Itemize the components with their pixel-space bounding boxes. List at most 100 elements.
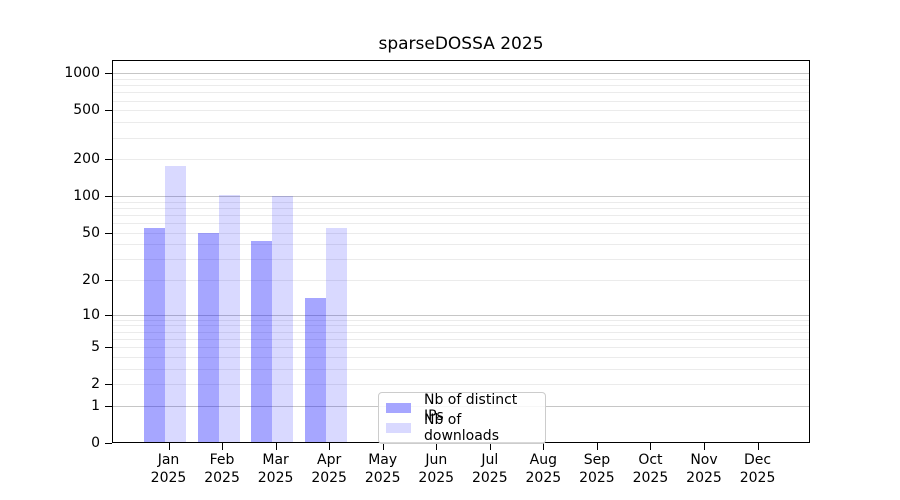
x-tick-year: 2025 <box>686 469 722 486</box>
x-tick-month: Feb <box>209 452 235 468</box>
x-tick-year: 2025 <box>150 469 187 486</box>
x-tick-year: 2025 <box>579 469 615 486</box>
bar-nb-of-downloads-feb <box>218 194 240 443</box>
x-tick-month: Nov <box>690 452 718 468</box>
y-tick-mark <box>105 347 112 349</box>
gridline-minor <box>112 319 810 321</box>
y-tick-label: 500 <box>73 102 100 119</box>
legend: Nb of distinct IPs Nb of downloads <box>378 392 546 444</box>
x-tick-month: Dec <box>744 452 772 468</box>
gridline-minor <box>112 325 810 327</box>
gridline-minor <box>112 356 810 358</box>
y-tick-mark <box>105 314 112 316</box>
x-tick-month: Jan <box>157 452 180 468</box>
y-tick-label: 0 <box>91 435 100 451</box>
x-tick-year: 2025 <box>418 469 455 486</box>
x-tick-year: 2025 <box>632 469 669 486</box>
x-tick-label: Nov 2025 <box>672 452 736 487</box>
y-tick-mark <box>105 196 112 198</box>
gridline-minor <box>112 280 810 282</box>
x-tick-mark <box>329 443 331 450</box>
gridline-minor <box>112 368 810 370</box>
x-tick-mark <box>436 443 438 450</box>
gridline-minor <box>112 331 810 333</box>
x-tick-mark <box>757 443 759 450</box>
x-tick-mark <box>596 443 598 450</box>
bar-nb-of-distinct-ips-mar <box>251 240 273 443</box>
gridline-minor <box>112 338 810 340</box>
x-tick-month: Aug <box>529 452 558 468</box>
x-tick-mark <box>543 443 545 450</box>
gridline-minor <box>112 100 810 102</box>
x-tick-mark <box>650 443 652 450</box>
x-tick-label: Jun 2025 <box>404 452 468 487</box>
y-tick-mark <box>105 443 112 444</box>
x-tick-mark <box>168 443 170 450</box>
gridline-minor <box>112 201 810 203</box>
bar-nb-of-downloads-mar <box>272 196 294 443</box>
axes-frame <box>112 60 810 443</box>
x-tick-month: Oct <box>638 452 663 468</box>
legend-label-downloads: Nb of downloads <box>424 412 499 444</box>
x-tick-mark <box>489 443 491 450</box>
legend-swatch-downloads <box>386 423 411 433</box>
x-tick-mark <box>275 443 277 450</box>
gridline-minor <box>112 244 810 246</box>
x-tick-mark <box>704 443 705 450</box>
bar-nb-of-distinct-ips-apr <box>304 298 326 443</box>
legend-label-distinct-ips: Nb of distinct IPs <box>424 392 518 424</box>
x-tick-year: 2025 <box>739 469 776 486</box>
chart-title: sparseDOSSA 2025 <box>378 34 544 54</box>
x-tick-label: Jan 2025 <box>137 452 201 487</box>
gridline-major <box>112 314 810 316</box>
gridline-minor <box>112 207 810 209</box>
y-tick-mark <box>105 405 112 407</box>
y-tick-label: 20 <box>82 272 100 289</box>
gridline-minor <box>112 223 810 225</box>
y-tick-label: 1000 <box>64 65 100 82</box>
y-tick-mark <box>105 232 112 234</box>
x-tick-label: Mar 2025 <box>244 452 308 487</box>
bar-nb-of-downloads-jan <box>165 166 186 443</box>
y-tick-mark <box>105 280 112 282</box>
x-tick-year: 2025 <box>471 469 508 486</box>
legend-item-downloads: Nb of downloads <box>386 412 537 444</box>
gridline-minor <box>112 347 810 349</box>
gridline-minor <box>112 259 810 261</box>
x-tick-label: Feb 2025 <box>190 452 254 487</box>
y-tick-label: 10 <box>82 306 100 323</box>
y-tick-mark <box>105 110 112 112</box>
x-tick-label: Apr 2025 <box>297 452 361 487</box>
x-tick-month: Mar <box>262 452 289 468</box>
x-tick-month: May <box>368 452 398 468</box>
bar-nb-of-downloads-apr <box>325 227 347 443</box>
x-tick-label: May 2025 <box>351 452 415 487</box>
gridline-minor <box>112 214 810 216</box>
x-tick-month: Jun <box>425 452 448 468</box>
gridline-minor <box>112 92 810 94</box>
gridline-minor <box>112 159 810 161</box>
x-tick-label: Dec 2025 <box>726 452 790 487</box>
y-tick-label: 5 <box>91 339 100 356</box>
y-tick-mark <box>105 159 112 161</box>
gridline-major <box>112 196 810 198</box>
gridline-minor <box>112 78 810 80</box>
x-tick-label: Aug 2025 <box>511 452 575 487</box>
x-tick-month: Sep <box>583 452 611 468</box>
y-tick-mark <box>105 73 112 75</box>
y-tick-mark <box>105 384 112 386</box>
x-tick-year: 2025 <box>311 469 347 486</box>
gridline-minor <box>112 137 810 139</box>
gridline-minor <box>112 384 810 386</box>
y-tick-label: 200 <box>73 151 100 168</box>
x-tick-month: Apr <box>317 452 342 468</box>
bar-nb-of-distinct-ips-feb <box>197 232 219 443</box>
x-tick-year: 2025 <box>257 469 294 486</box>
gridline-minor <box>112 232 810 234</box>
x-tick-mark <box>222 443 224 450</box>
y-tick-label: 2 <box>91 376 100 393</box>
bar-nb-of-distinct-ips-jan <box>144 227 165 443</box>
x-tick-label: Jul 2025 <box>458 452 522 487</box>
x-tick-month: Jul <box>481 452 499 468</box>
